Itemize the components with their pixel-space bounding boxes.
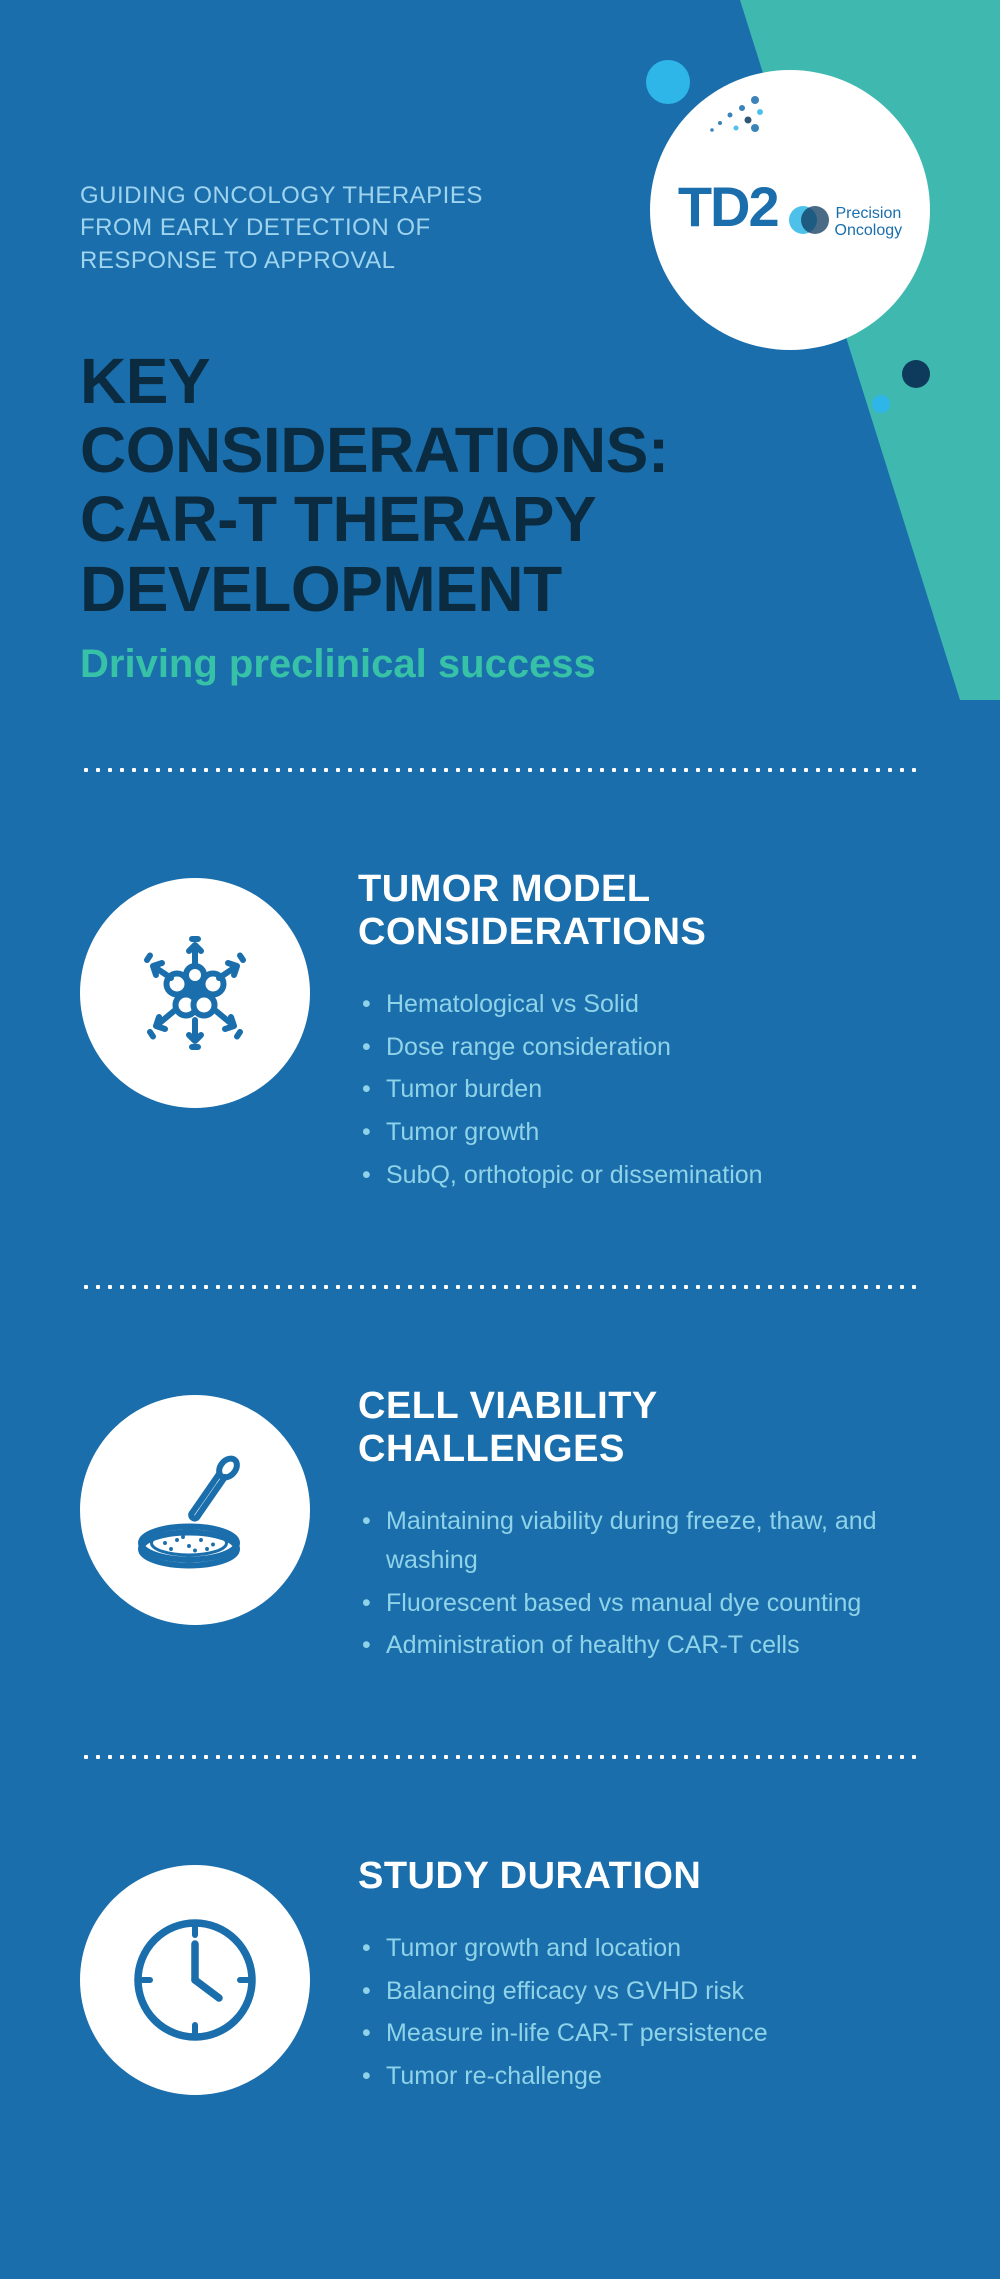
logo-dots-icon bbox=[700, 90, 770, 140]
list-item: Administration of healthy CAR-T cells bbox=[358, 1626, 920, 1665]
clock-icon bbox=[80, 1865, 310, 2095]
list-item: SubQ, orthotopic or dissemination bbox=[358, 1156, 920, 1195]
petri-dropper-icon bbox=[80, 1395, 310, 1625]
subtitle: Driving preclinical success bbox=[80, 642, 920, 687]
list-item: Tumor growth and location bbox=[358, 1929, 920, 1968]
list-item: Balancing efficacy vs GVHD risk bbox=[358, 1972, 920, 2011]
section-list: Tumor growth and location Balancing effi… bbox=[358, 1929, 920, 2096]
list-item: Tumor burden bbox=[358, 1070, 920, 1109]
list-item: Fluorescent based vs manual dye counting bbox=[358, 1584, 920, 1623]
divider bbox=[80, 1754, 920, 1760]
list-item: Tumor re-challenge bbox=[358, 2057, 920, 2096]
logo-brand-text: TD2 bbox=[678, 174, 778, 239]
eyebrow-text: GUIDING ONCOLOGY THERAPIES FROM EARLY DE… bbox=[80, 180, 560, 277]
decorative-circle bbox=[636, 115, 660, 139]
list-item: Measure in-life CAR-T persistence bbox=[358, 2014, 920, 2053]
list-item: Hematological vs Solid bbox=[358, 985, 920, 1024]
section-title: STUDY DURATION bbox=[358, 1855, 920, 1899]
list-item: Dose range consideration bbox=[358, 1028, 920, 1067]
list-item: Tumor growth bbox=[358, 1113, 920, 1152]
tumor-cell-icon bbox=[80, 878, 310, 1108]
decorative-circle bbox=[872, 395, 890, 413]
decorative-circle bbox=[902, 360, 930, 388]
section-study-duration: STUDY DURATION Tumor growth and location… bbox=[80, 1815, 920, 2130]
section-cell-viability: CELL VIABILITY CHALLENGES Maintaining vi… bbox=[80, 1345, 920, 1699]
logo-badge: TD2 Precision Oncology bbox=[650, 70, 930, 350]
logo-tagline: Precision Oncology bbox=[835, 205, 903, 240]
divider bbox=[80, 1284, 920, 1290]
section-title: CELL VIABILITY CHALLENGES bbox=[358, 1385, 920, 1472]
section-tumor-model: TUMOR MODEL CONSIDERATIONS Hematological… bbox=[80, 828, 920, 1229]
main-title: KEY CONSIDERATIONS: CAR-T THERAPY DEVELO… bbox=[80, 347, 730, 623]
decorative-circle bbox=[646, 60, 690, 104]
section-title: TUMOR MODEL CONSIDERATIONS bbox=[358, 868, 920, 955]
divider bbox=[80, 767, 920, 773]
section-list: Maintaining viability during freeze, tha… bbox=[358, 1502, 920, 1665]
section-list: Hematological vs Solid Dose range consid… bbox=[358, 985, 920, 1195]
list-item: Maintaining viability during freeze, tha… bbox=[358, 1502, 920, 1580]
logo-overlap-icon bbox=[788, 199, 830, 246]
